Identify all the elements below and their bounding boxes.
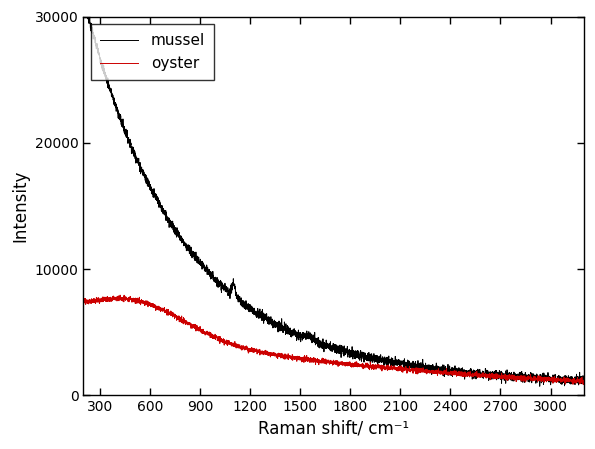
oyster [565,379,572,384]
oyster [80,299,87,304]
oyster [318,358,325,363]
Line: mussel: mussel [83,17,584,386]
Legend: mussel, oyster: mussel, oyster [91,24,214,80]
oyster [580,378,587,383]
Y-axis label: Intensity: Intensity [11,170,29,242]
mussel [290,331,298,337]
oyster [580,382,587,387]
mussel [443,367,450,373]
mussel [536,383,543,389]
oyster [290,354,298,360]
mussel [540,376,547,381]
mussel [565,375,572,380]
oyster [294,353,301,359]
oyster [117,292,124,298]
X-axis label: Raman shift/ cm⁻¹: Raman shift/ cm⁻¹ [258,420,409,438]
mussel [580,375,587,380]
oyster [540,378,547,383]
mussel [318,343,325,348]
mussel [294,333,301,338]
Line: oyster: oyster [83,295,584,385]
oyster [443,370,450,375]
mussel [80,14,87,19]
